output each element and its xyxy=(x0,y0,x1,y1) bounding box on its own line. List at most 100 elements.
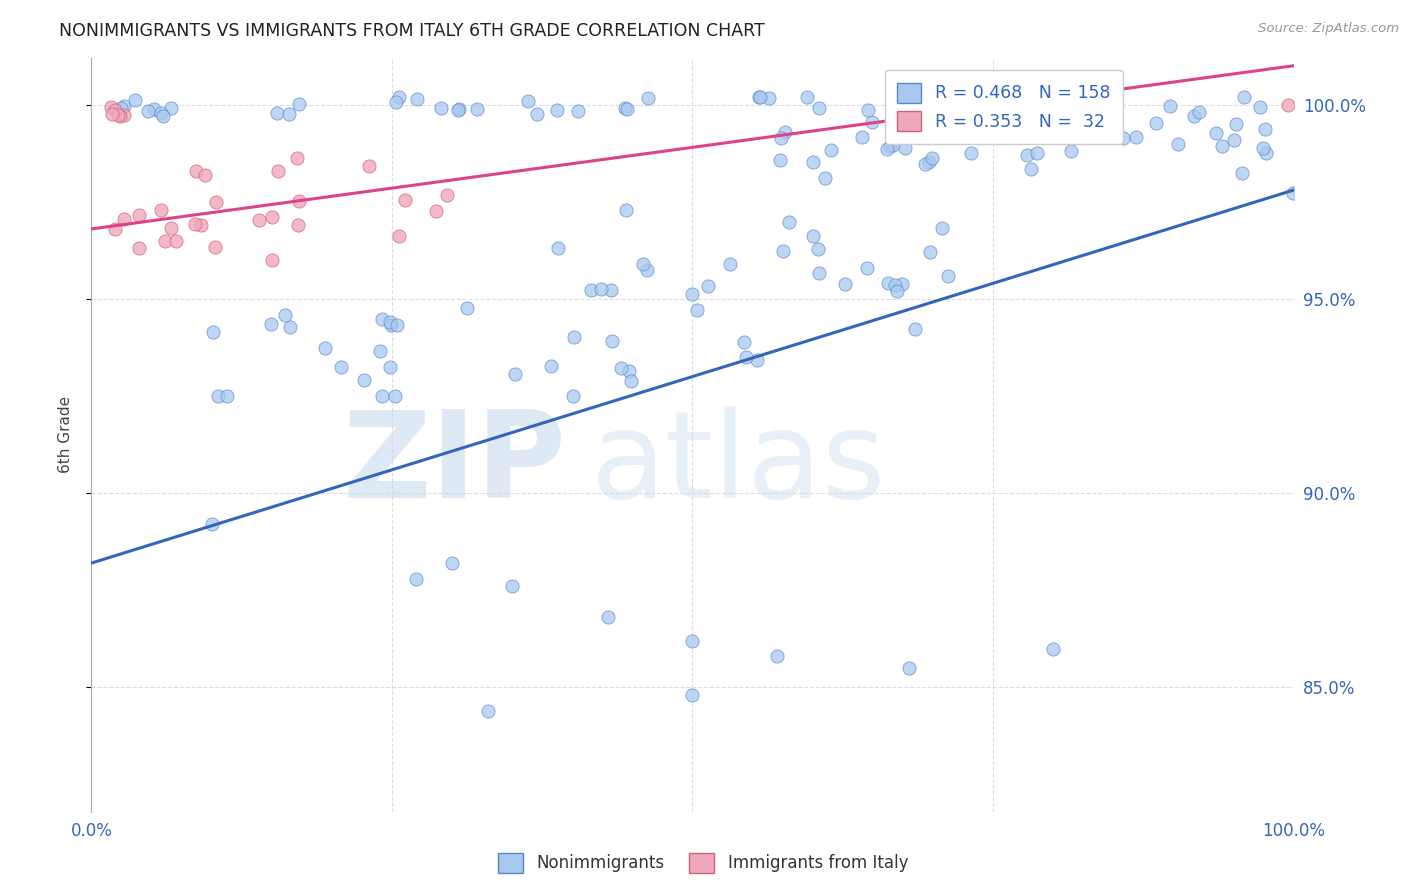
Point xyxy=(1254,122,1277,136)
Point xyxy=(1087,130,1109,145)
Point xyxy=(882,137,904,152)
Point xyxy=(112,212,135,227)
Point xyxy=(357,159,380,173)
Point xyxy=(860,115,883,129)
Point xyxy=(897,661,920,675)
Point xyxy=(394,193,416,207)
Point xyxy=(201,325,224,339)
Point xyxy=(205,194,228,209)
Point xyxy=(314,341,336,355)
Point xyxy=(851,129,873,144)
Point xyxy=(801,229,824,244)
Point xyxy=(540,359,562,374)
Point xyxy=(260,252,283,267)
Point xyxy=(204,240,226,254)
Point xyxy=(104,222,127,236)
Point xyxy=(616,102,638,116)
Point xyxy=(436,188,458,202)
Point xyxy=(112,98,135,112)
Point xyxy=(288,194,311,208)
Point xyxy=(405,92,427,106)
Point xyxy=(633,258,655,272)
Point xyxy=(143,102,166,116)
Point xyxy=(1167,136,1189,151)
Point xyxy=(384,389,406,403)
Point xyxy=(1002,118,1025,132)
Point xyxy=(207,389,229,403)
Point xyxy=(987,119,1010,133)
Point xyxy=(733,334,755,349)
Point xyxy=(1281,186,1303,200)
Point xyxy=(1251,141,1274,155)
Point xyxy=(124,93,146,107)
Point xyxy=(600,284,623,298)
Point xyxy=(807,243,830,257)
Point xyxy=(287,218,309,232)
Point xyxy=(112,107,135,121)
Y-axis label: 6th Grade: 6th Grade xyxy=(58,396,73,474)
Point xyxy=(614,203,637,218)
Point xyxy=(155,234,177,248)
Point xyxy=(405,572,427,586)
Point xyxy=(371,389,394,403)
Point xyxy=(589,282,612,296)
Point xyxy=(277,107,299,121)
Point xyxy=(914,156,936,170)
Point xyxy=(609,361,631,376)
Point xyxy=(773,125,796,139)
Point xyxy=(562,389,585,403)
Point xyxy=(620,374,643,388)
Point xyxy=(1019,162,1042,177)
Point xyxy=(274,308,297,322)
Point xyxy=(184,164,207,178)
Point xyxy=(447,103,470,117)
Point xyxy=(910,90,932,104)
Point xyxy=(880,96,903,111)
Point xyxy=(247,213,270,227)
Point xyxy=(288,96,311,111)
Point xyxy=(215,389,238,403)
Point xyxy=(918,154,941,169)
Point xyxy=(285,151,308,165)
Point xyxy=(1042,641,1064,656)
Point xyxy=(446,103,468,118)
Point xyxy=(735,351,758,365)
Point xyxy=(918,244,941,259)
Point xyxy=(517,94,540,108)
Point xyxy=(128,241,150,255)
Point xyxy=(152,109,174,123)
Point xyxy=(747,352,769,367)
Point xyxy=(101,107,124,121)
Point xyxy=(897,90,920,104)
Point xyxy=(128,208,150,222)
Point xyxy=(814,171,837,186)
Point xyxy=(960,146,983,161)
Point xyxy=(579,283,602,297)
Legend: Nonimmigrants, Immigrants from Italy: Nonimmigrants, Immigrants from Italy xyxy=(491,847,915,880)
Point xyxy=(1052,102,1074,116)
Point xyxy=(686,303,709,318)
Point xyxy=(425,203,447,218)
Point xyxy=(697,279,720,293)
Point xyxy=(567,104,589,119)
Point xyxy=(1182,109,1205,123)
Point xyxy=(159,101,181,115)
Point xyxy=(834,277,856,292)
Point xyxy=(936,269,959,284)
Point xyxy=(104,103,127,117)
Point xyxy=(796,90,818,104)
Point xyxy=(891,127,914,141)
Point xyxy=(904,322,927,336)
Point xyxy=(150,202,173,217)
Point xyxy=(184,218,207,232)
Point xyxy=(165,234,187,248)
Point xyxy=(278,320,301,334)
Point xyxy=(547,241,569,255)
Text: NONIMMIGRANTS VS IMMIGRANTS FROM ITALY 6TH GRADE CORRELATION CHART: NONIMMIGRANTS VS IMMIGRANTS FROM ITALY 6… xyxy=(59,22,765,40)
Point xyxy=(353,373,375,387)
Point xyxy=(1230,166,1253,180)
Point xyxy=(387,90,409,104)
Point xyxy=(749,90,772,104)
Point xyxy=(808,266,831,280)
Point xyxy=(136,103,159,118)
